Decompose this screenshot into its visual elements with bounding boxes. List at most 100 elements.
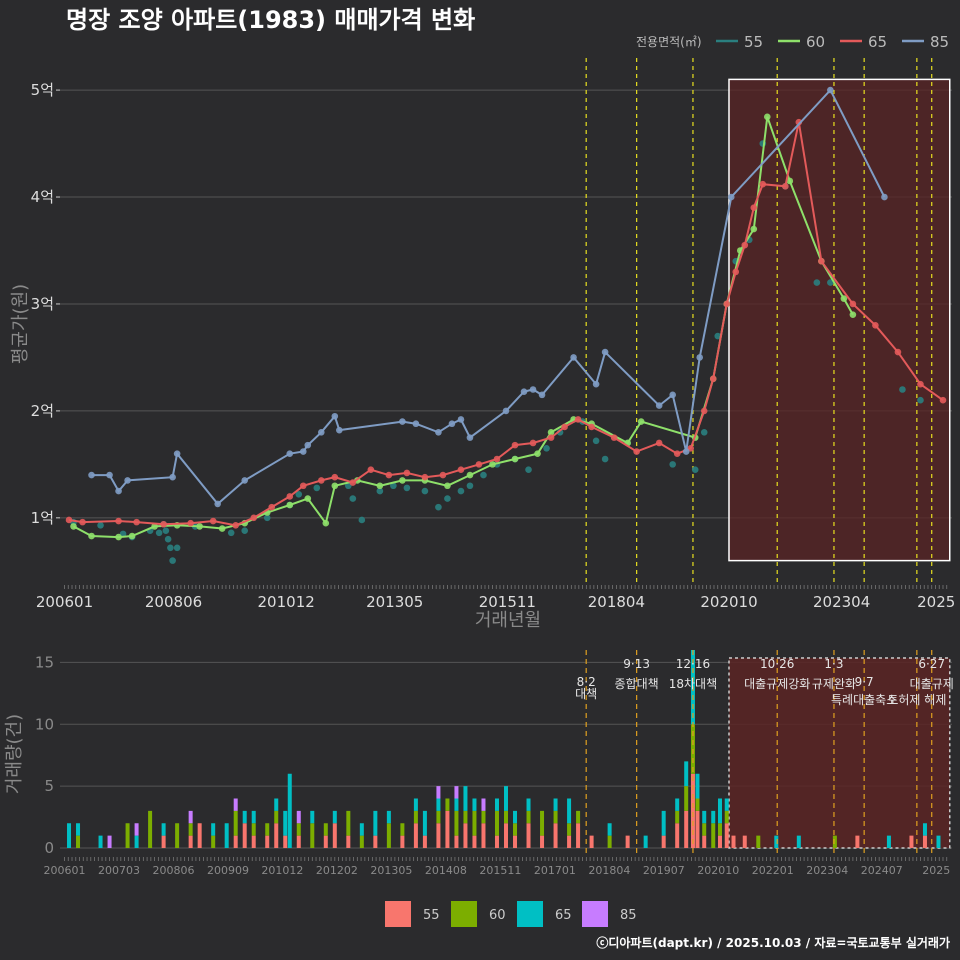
point-60-12 <box>322 519 330 527</box>
bar-20-1 <box>296 823 301 836</box>
point-55-11 <box>173 544 181 552</box>
point-65-4 <box>160 520 167 528</box>
volume-x-tick-1: 200601 <box>44 864 86 877</box>
bar-67-2 <box>922 823 927 836</box>
bar-15-2 <box>251 810 256 824</box>
volume-y-tick-1: 0 <box>44 839 54 857</box>
point-65-29 <box>610 434 618 441</box>
legend-top: 전용면적(㎡) 55 60 65 85 <box>636 33 949 51</box>
point-85-28 <box>669 391 676 399</box>
bar-33-2 <box>454 798 459 811</box>
point-60-23 <box>547 428 555 436</box>
bar-4-1 <box>125 823 130 848</box>
point-65-17 <box>403 469 411 477</box>
footer-credit: ⓒ디아파트(dapt.kr) / 2025.10.03 / 자료=국토교통부 실… <box>596 935 950 950</box>
point-65-37 <box>732 268 740 276</box>
point-85-17 <box>448 420 456 428</box>
bar-50-1 <box>675 810 680 824</box>
volume-x-tick-12: 201907 <box>643 864 685 877</box>
volume-y-tick-4: 15 <box>35 653 54 671</box>
bar-6-1 <box>148 810 153 848</box>
y-tick-label-3: 3억 <box>31 295 54 313</box>
point-85-13 <box>336 426 343 434</box>
point-65-9 <box>268 503 276 511</box>
point-60-16 <box>399 477 406 484</box>
point-85-23 <box>538 391 546 399</box>
bar-39-2 <box>513 810 518 824</box>
bar-38-2 <box>504 786 508 811</box>
point-85-22 <box>529 386 537 393</box>
bar-53-0 <box>695 810 700 848</box>
legend-title: 전용면적(㎡) <box>636 35 702 49</box>
point-60-32 <box>750 225 758 233</box>
chart-title: 명장 조양 아파트(1983) 매매가격 변화 <box>66 6 475 34</box>
point-55-34 <box>543 445 550 452</box>
bar-34-1 <box>463 810 468 824</box>
bar-33-3 <box>454 786 459 799</box>
bar-55-2 <box>711 810 716 824</box>
bar-35-1 <box>472 810 477 836</box>
point-60-3 <box>128 532 136 540</box>
point-55-52 <box>917 396 924 404</box>
bar-27-2 <box>386 810 391 824</box>
point-55-42 <box>700 428 708 436</box>
point-65-6 <box>209 517 217 525</box>
point-60-13 <box>331 482 339 490</box>
volume-panel: 8·2대책 9·13 종합대책 12·16 18차대책 10·26 대출규제강화 1·3 규제완… <box>4 650 954 877</box>
volume-y-axis-title: 거래량(건) <box>4 714 25 794</box>
point-85-7 <box>241 477 249 484</box>
bar-20-3 <box>296 810 301 824</box>
point-60-11 <box>304 495 312 502</box>
point-85-19 <box>466 434 474 441</box>
bar-18-2 <box>283 810 288 836</box>
bar-32-1 <box>445 798 450 811</box>
point-65-8 <box>250 514 258 522</box>
point-55-15 <box>263 514 271 522</box>
point-60-27 <box>637 418 645 425</box>
bar-57-1 <box>724 810 729 824</box>
volume-x-tick-7: 201305 <box>370 864 412 877</box>
bar-42-1 <box>553 810 558 824</box>
bar-31-3 <box>436 786 441 799</box>
point-55-28 <box>457 487 465 495</box>
point-55-8 <box>164 535 172 543</box>
point-55-14 <box>241 527 249 534</box>
point-55-1 <box>97 522 104 529</box>
bar-54-0 <box>702 835 707 848</box>
legend-bottom-label-65: 65 <box>555 908 572 923</box>
bar-23-0 <box>332 823 337 848</box>
bar-15-1 <box>251 823 256 836</box>
legend-label-65: 65 <box>868 33 887 51</box>
point-55-41 <box>691 466 699 474</box>
policy-label-3: 18차대책 <box>669 676 717 691</box>
point-60-22 <box>534 450 541 457</box>
point-65-15 <box>367 466 375 474</box>
bar-41-0 <box>540 835 545 848</box>
point-65-18 <box>421 473 429 481</box>
bar-30-2 <box>422 810 427 836</box>
bar-17-2 <box>274 798 279 811</box>
policy-date-3: 12·16 <box>676 657 710 671</box>
x-tick-label-8: 202304 <box>813 593 870 611</box>
point-65-35 <box>709 375 717 383</box>
point-60-20 <box>489 461 496 468</box>
bar-39-1 <box>513 823 518 836</box>
bar-46-2 <box>607 823 612 836</box>
bar-46-1 <box>607 835 612 848</box>
bar-5-3 <box>134 823 139 836</box>
point-60-18 <box>444 482 451 490</box>
policy-label-5: 규제완화 <box>812 677 856 691</box>
bar-23-2 <box>332 810 337 824</box>
bar-62-2 <box>796 835 801 848</box>
bar-44-1 <box>576 810 581 824</box>
bar-13-0 <box>233 835 238 848</box>
policy-date-2: 9·13 <box>623 657 650 671</box>
bar-31-1 <box>436 810 441 824</box>
point-65-38 <box>741 241 749 249</box>
point-55-10 <box>169 557 176 564</box>
point-55-50 <box>827 279 834 286</box>
point-85-1 <box>106 471 113 479</box>
bar-3-3 <box>107 835 112 848</box>
policy-label-1: 대책 <box>575 686 597 701</box>
point-55-51 <box>899 386 906 393</box>
